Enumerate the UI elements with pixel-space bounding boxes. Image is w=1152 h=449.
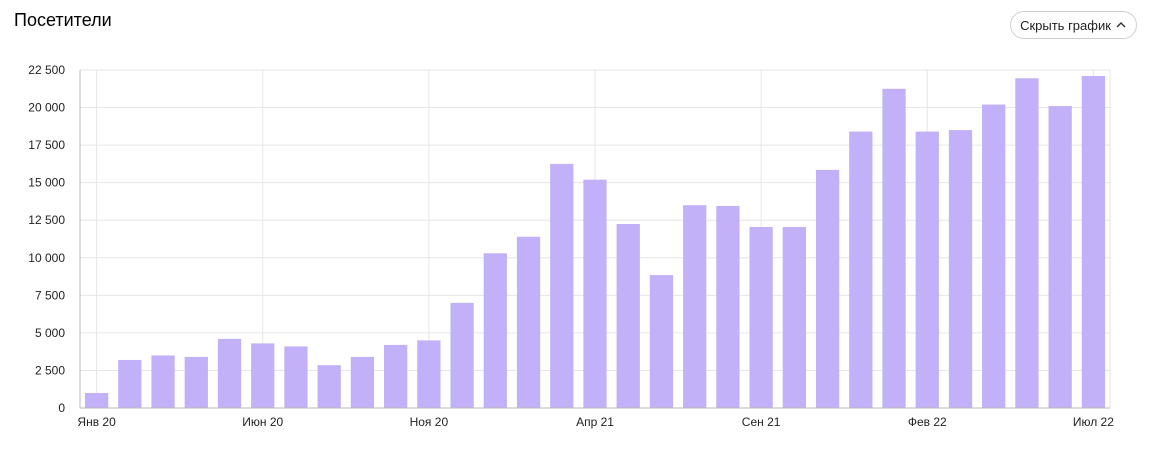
bar — [384, 344, 408, 408]
x-tick-label: Июл 22 — [1073, 415, 1114, 429]
bar — [1015, 78, 1039, 409]
y-tick-label: 2 500 — [35, 363, 65, 377]
bar — [1048, 106, 1072, 408]
x-tick-label: Ноя 20 — [410, 415, 449, 429]
y-tick-label: 15 000 — [28, 176, 65, 190]
bar — [483, 253, 507, 408]
bar — [151, 355, 175, 408]
y-tick-label: 12 500 — [28, 213, 65, 227]
bar — [948, 130, 973, 409]
hide-chart-button[interactable]: Скрыть график — [1010, 11, 1137, 39]
bar — [616, 223, 640, 408]
bar — [251, 343, 275, 408]
y-tick-label: 22 500 — [28, 63, 65, 77]
axes — [79, 70, 1110, 409]
bar — [217, 338, 242, 408]
bar — [1081, 76, 1106, 409]
bars — [84, 76, 1106, 409]
tick-labels: 0 2 500 5 000 7 500 10 000 12 500 15 000 17 500… — [28, 63, 1114, 429]
y-tick-label: 0 — [58, 401, 65, 415]
x-tick-label: Сен 21 — [742, 415, 781, 429]
bar — [649, 275, 674, 408]
bar — [749, 226, 773, 408]
bar — [982, 104, 1006, 408]
chevron-up-icon — [1115, 19, 1127, 31]
bar — [350, 356, 375, 408]
y-tick-label: 7 500 — [35, 288, 65, 302]
bar — [849, 131, 873, 408]
bar — [782, 226, 806, 408]
bar — [317, 365, 341, 408]
bar — [118, 359, 142, 408]
bar — [550, 163, 574, 408]
bar — [915, 131, 939, 408]
bar — [417, 340, 441, 408]
hide-chart-button-label: Скрыть график — [1020, 17, 1111, 33]
x-tick-label: Июн 20 — [242, 415, 283, 429]
bar — [516, 236, 541, 408]
y-tick-label: 10 000 — [28, 251, 65, 265]
bar — [284, 346, 308, 408]
x-tick-label: Фев 22 — [908, 415, 947, 429]
bar — [716, 205, 740, 408]
page-title: Посетители — [14, 10, 112, 30]
bar — [84, 392, 109, 408]
y-tick-label: 5 000 — [35, 326, 65, 340]
x-tick-label: Янв 20 — [77, 415, 116, 429]
bar — [583, 179, 607, 408]
x-tick-label: Апр 21 — [576, 415, 614, 429]
bar — [882, 88, 906, 409]
bar — [815, 169, 840, 408]
y-tick-label: 17 500 — [28, 138, 65, 152]
y-tick-label: 20 000 — [28, 101, 65, 115]
bar — [450, 302, 474, 408]
bar — [683, 205, 707, 408]
bar — [184, 356, 208, 408]
